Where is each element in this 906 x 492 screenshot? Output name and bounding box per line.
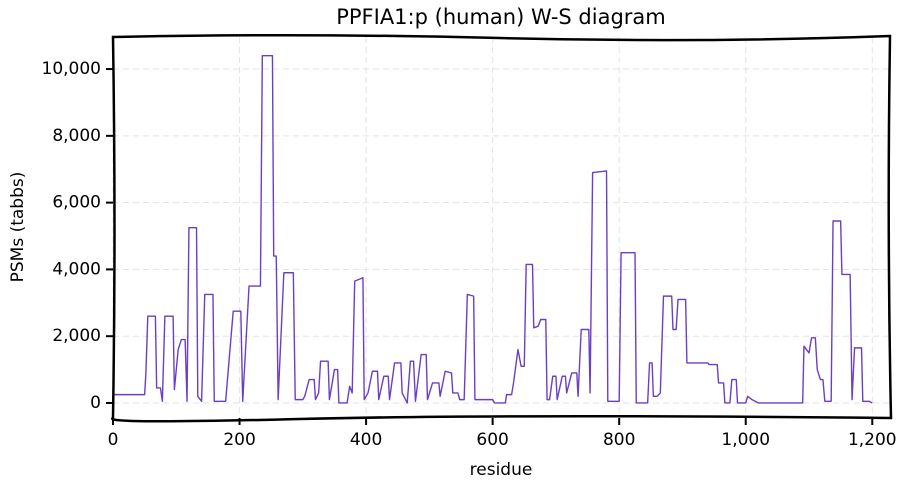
x-tick-label: 200 [223,430,255,450]
y-axis-label: PSMs (tabbs) [8,172,28,283]
chart-title: PPFIA1:p (human) W-S diagram [336,5,666,29]
plot [113,55,873,404]
x-axis-label: residue [470,460,533,480]
data-line [113,55,873,404]
x-tick-label: 0 [108,430,119,450]
grid [112,37,890,418]
y-tick-label: 10,000 [42,59,101,79]
y-tick-label: 8,000 [52,126,101,146]
x-tick-label: 800 [603,430,635,450]
y-tick-label: 6,000 [52,193,101,213]
x-tick-label: 1,200 [848,430,897,450]
x-tick-label: 1,000 [721,430,770,450]
x-tick-label: 600 [476,430,508,450]
y-tick-label: 2,000 [52,326,101,346]
y-tick-label: 0 [90,393,101,413]
y-tick-label: 4,000 [52,259,101,279]
x-tick-label: 400 [350,430,382,450]
